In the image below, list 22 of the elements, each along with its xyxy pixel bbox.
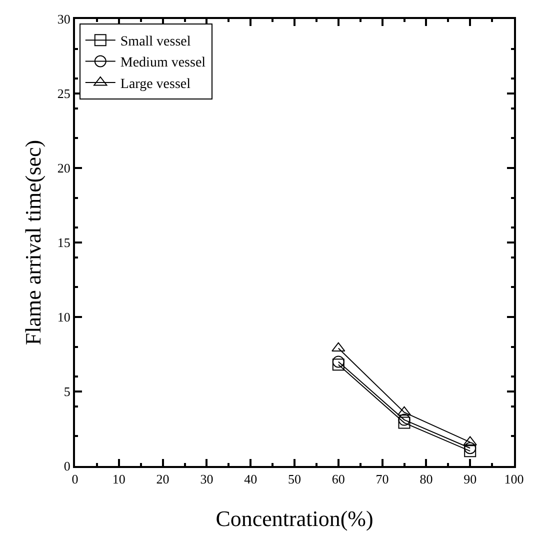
y-axis-title: Flame arrival time(sec) bbox=[20, 140, 46, 346]
y-tick-label: 15 bbox=[57, 235, 70, 250]
y-tick-label: 25 bbox=[57, 86, 70, 102]
x-tick-label: 80 bbox=[420, 472, 433, 487]
x-tick-label: 60 bbox=[332, 472, 345, 487]
x-tick-label: 70 bbox=[376, 472, 389, 487]
y-tick-label: 0 bbox=[64, 458, 70, 474]
legend-label: Small vessel bbox=[120, 34, 191, 50]
legend-label: Medium vessel bbox=[120, 56, 206, 71]
y-tick-label: 20 bbox=[57, 160, 70, 176]
y-tick-label: 10 bbox=[57, 310, 70, 325]
legend-label: Large vessel bbox=[120, 76, 191, 92]
x-tick-label: 50 bbox=[288, 472, 301, 487]
x-tick-label: 30 bbox=[200, 472, 214, 487]
y-tick-label: 5 bbox=[64, 384, 70, 400]
x-tick-label: 40 bbox=[244, 472, 258, 487]
x-tick-label: 10 bbox=[112, 472, 126, 487]
x-tick-label: 100 bbox=[504, 472, 524, 487]
x-axis-title: Concentration(%) bbox=[216, 506, 374, 531]
x-tick-label: 90 bbox=[464, 472, 477, 487]
x-tick-label: 20 bbox=[156, 472, 170, 487]
y-tick-label: 30 bbox=[57, 12, 70, 27]
